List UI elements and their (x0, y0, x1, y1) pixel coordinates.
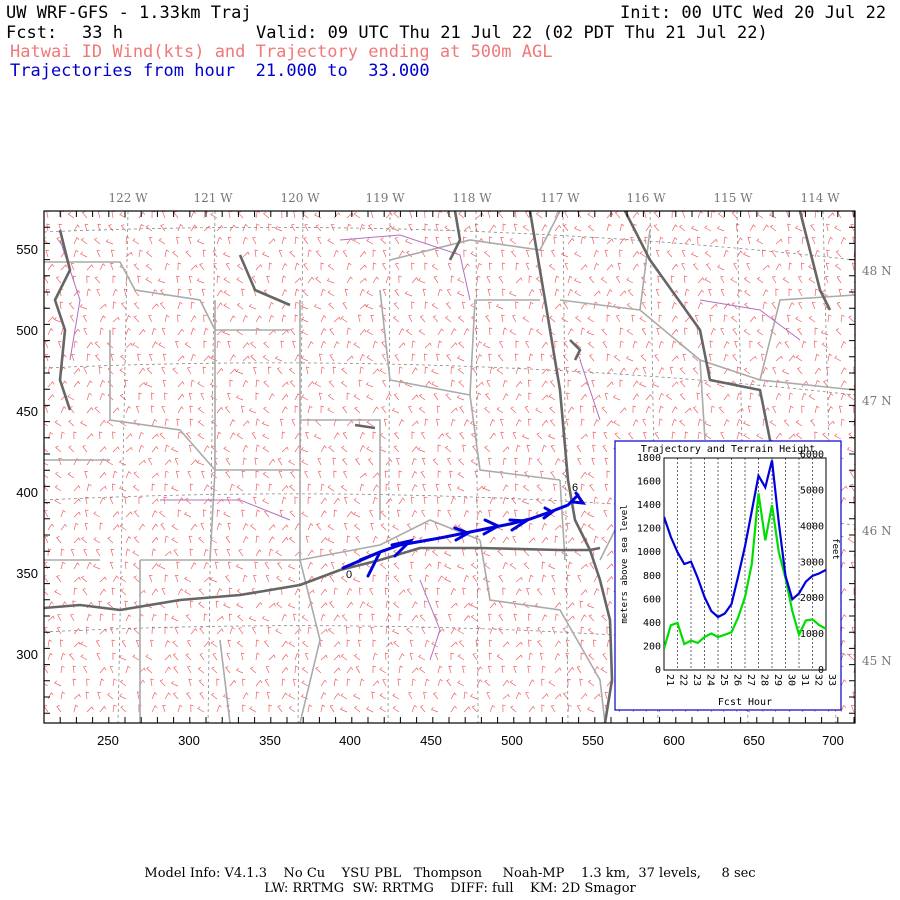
map-frame-ticks (43, 210, 855, 723)
inset-x-tick: 29 (772, 674, 783, 686)
lon-label: 119 W (365, 191, 405, 205)
x-tick-label: 300 (178, 733, 200, 748)
inset-left-tick: 1400 (637, 500, 661, 511)
trajectory (341, 491, 587, 578)
inset-right-tick: 5000 (800, 486, 824, 497)
lon-label: 118 W (452, 191, 492, 205)
frame-tick (43, 210, 855, 723)
inset-right-tick: 6000 (800, 450, 824, 461)
lat-label: 46 N (862, 524, 892, 538)
inset-x-tick: 25 (718, 674, 729, 686)
lon-label: 122 W (108, 191, 148, 205)
inset-left-tick: 1200 (637, 524, 661, 535)
inset-left-tick: 1600 (637, 477, 661, 488)
y-tick-label: 300 (16, 647, 38, 662)
inset-left-tick: 200 (643, 641, 661, 652)
x-tick-label: 450 (420, 733, 442, 748)
inset-x-tick: 28 (759, 674, 770, 686)
inset-x-tick: 22 (678, 674, 689, 686)
latitude-labels: 48 N 47 N 46 N 45 N (862, 264, 892, 668)
longitude-labels: 122 W 121 W 120 W 119 W 118 W 117 W 116 … (108, 191, 840, 205)
valid-time: Valid: 09 UTC Thu 21 Jul 22 (02 PDT Thu … (256, 23, 768, 43)
lat-label: 48 N (862, 264, 892, 278)
inset-right-tick: 2000 (800, 593, 824, 604)
inset-ylabel-left: meters above sea level (620, 504, 630, 623)
inset-right-tick: 1000 (800, 629, 824, 640)
inset-chart: Trajectory and Terrain Height 21 22 23 24 25… (614, 440, 842, 711)
inset-tick-labels: 21 22 23 24 25 26 27 28 29 30 31 32 3302004006008001… (637, 450, 837, 686)
y-tick-label: 450 (16, 404, 38, 419)
x-tick-label: 550 (582, 733, 604, 748)
inset-x-tick: 30 (786, 674, 797, 686)
y-grid-labels: 550 500 450 400 350 300 (16, 242, 38, 662)
lon-label: 116 W (626, 191, 666, 205)
x-grid-labels: 250 300 350 400 450 500 550 600 650 700 (97, 733, 844, 748)
terrain-height-line (664, 493, 826, 650)
trajectory-start-marker: 0 (346, 569, 352, 581)
inset-x-tick: 21 (664, 674, 675, 686)
inset-frame (614, 440, 842, 711)
inset-x-tick: 26 (732, 674, 743, 686)
x-tick-label: 600 (663, 733, 685, 748)
y-tick-label: 400 (16, 485, 38, 500)
lat-label: 45 N (862, 654, 892, 668)
x-tick-label: 650 (743, 733, 765, 748)
lon-label: 121 W (193, 191, 233, 205)
chart-title: UW WRF-GFS - 1.33km Traj (6, 3, 252, 23)
lon-label: 114 W (800, 191, 840, 205)
x-tick-label: 400 (339, 733, 361, 748)
inset-xlabel: Fcst Hour (718, 697, 772, 708)
y-tick-label: 350 (16, 566, 38, 581)
y-tick-label: 550 (16, 242, 38, 257)
lon-label: 120 W (280, 191, 320, 205)
x-tick-label: 350 (259, 733, 281, 748)
inset-x-tick: 32 (813, 674, 824, 686)
inset-right-tick: 3000 (800, 557, 824, 568)
rivers (59, 234, 801, 661)
inset-left-tick: 0 (655, 665, 661, 676)
inset-left-tick: 1000 (637, 547, 661, 558)
trajectory-range: Trajectories from hour 21.000 to 33.000 (10, 61, 430, 81)
inset-left-tick: 1800 (637, 453, 661, 464)
inset-x-tick: 27 (745, 674, 756, 686)
inset-x-tick: 31 (799, 674, 810, 686)
inset-x-tick: 23 (691, 674, 702, 686)
trajectory-end-marker: 6 (572, 482, 578, 494)
inset-title: Trajectory and Terrain Height (641, 444, 816, 455)
inset-x-tick: 24 (705, 674, 716, 686)
lon-label: 117 W (540, 191, 580, 205)
inset-right-tick: 4000 (800, 521, 824, 532)
state-boundaries (44, 211, 832, 723)
lon-label: 115 W (713, 191, 753, 205)
inset-left-tick: 600 (643, 594, 661, 605)
trajectory-height-line (664, 460, 826, 619)
init-time: Init: 00 UTC Wed 20 Jul 22 (620, 3, 887, 23)
inset-x-tick: 33 (826, 674, 837, 686)
lat-label: 47 N (862, 394, 892, 408)
model-info-line1: Model Info: V4.1.3 No Cu YSU PBL Thompso… (144, 866, 756, 881)
forecast-hour: 33 h (82, 23, 123, 43)
forecast-label: Fcst: (6, 23, 58, 43)
inset-left-tick: 800 (643, 571, 661, 582)
product-subtitle: Hatwai ID Wind(kts) and Trajectory endin… (10, 42, 553, 62)
model-info-line2: LW: RRTMG SW: RRTMG DIFF: full KM: 2D Sm… (264, 881, 636, 896)
inset-right-tick: 0 (818, 665, 824, 676)
x-tick-label: 700 (822, 733, 844, 748)
inset-left-tick: 400 (643, 618, 661, 629)
inset-ylabel-right: feet (830, 538, 840, 560)
x-tick-label: 500 (501, 733, 523, 748)
y-tick-label: 500 (16, 323, 38, 338)
x-tick-label: 250 (97, 733, 119, 748)
